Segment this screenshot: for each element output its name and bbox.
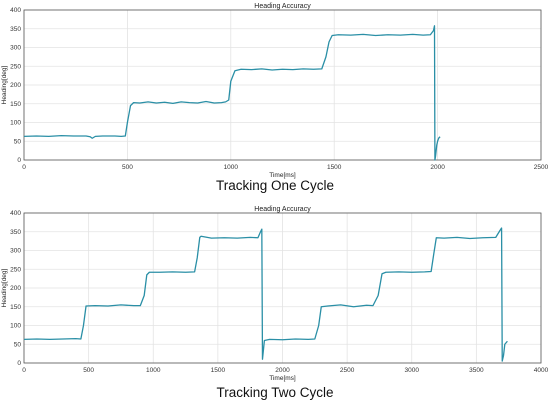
y-tick-label: 250 — [10, 63, 21, 70]
x-tick-label: 500 — [83, 367, 94, 374]
y-tick-label: 200 — [10, 285, 21, 292]
x-tick-label: 500 — [122, 164, 133, 171]
y-tick-label: 50 — [14, 138, 22, 145]
x-tick-label: 1000 — [224, 164, 239, 171]
y-tick-label: 350 — [10, 229, 21, 236]
x-tick-label: 1000 — [146, 367, 161, 374]
y-axis-label: Heading[deg] — [1, 268, 8, 307]
plot-frame — [23, 9, 542, 161]
x-tick-label: 3500 — [469, 367, 484, 374]
y-tick-label: 0 — [17, 360, 21, 367]
caption-tracking-one-cycle: Tracking One Cycle — [215, 178, 335, 193]
y-tick-label: 350 — [10, 26, 21, 33]
series-line-0 — [23, 25, 441, 161]
y-tick-label: 400 — [10, 7, 21, 14]
y-tick-label: 150 — [10, 304, 21, 311]
y-tick-label: 300 — [10, 45, 21, 52]
chart-panel-one-cycle: 0 500 1000 1500 2000 2500 0 50 100 150 200 250 300 35… — [1, 3, 549, 179]
x-tick-label: 2500 — [534, 164, 549, 171]
x-axis-label: Time[ms] — [269, 172, 296, 179]
y-tick-label: 100 — [10, 323, 21, 330]
x-tick-label: 4000 — [534, 367, 549, 374]
chart-title: Heading Accuracy — [254, 3, 311, 10]
heading-accuracy-chart-two: 0 500 1000 1500 2000 2500 3000 3500 4000 0 50 100 15… — [1, 206, 549, 382]
x-tick-label: 1500 — [327, 164, 342, 171]
heading-accuracy-chart-one: 0 500 1000 1500 2000 2500 0 50 100 150 200 250 300 35… — [1, 3, 549, 179]
caption-tracking-two-cycle: Tracking Two Cycle — [216, 385, 334, 400]
chart-panel-two-cycle: 0 500 1000 1500 2000 2500 3000 3500 4000 0 50 100 15… — [0, 203, 550, 406]
y-tick-label: 250 — [10, 266, 21, 273]
y-tick-label: 0 — [17, 157, 21, 164]
y-tick-label: 150 — [10, 101, 21, 108]
x-tick-label: 2000 — [430, 164, 445, 171]
chart-title: Heading Accuracy — [254, 206, 311, 213]
series-line-0 — [23, 227, 508, 362]
x-tick-label: 0 — [22, 367, 26, 374]
x-axis-label: Time[ms] — [269, 375, 296, 382]
x-tick-label: 2000 — [275, 367, 290, 374]
y-tick-label: 400 — [10, 210, 21, 217]
y-tick-label: 50 — [14, 341, 22, 348]
x-tick-label: 3000 — [405, 367, 420, 374]
plot-frame — [23, 212, 542, 364]
x-tick-label: 0 — [22, 164, 26, 171]
x-tick-label: 2500 — [340, 367, 355, 374]
y-tick-label: 200 — [10, 82, 21, 89]
y-tick-label: 300 — [10, 248, 21, 255]
y-tick-label: 100 — [10, 120, 21, 127]
y-axis-label: Heading[deg] — [1, 65, 8, 104]
x-tick-label: 1500 — [211, 367, 226, 374]
